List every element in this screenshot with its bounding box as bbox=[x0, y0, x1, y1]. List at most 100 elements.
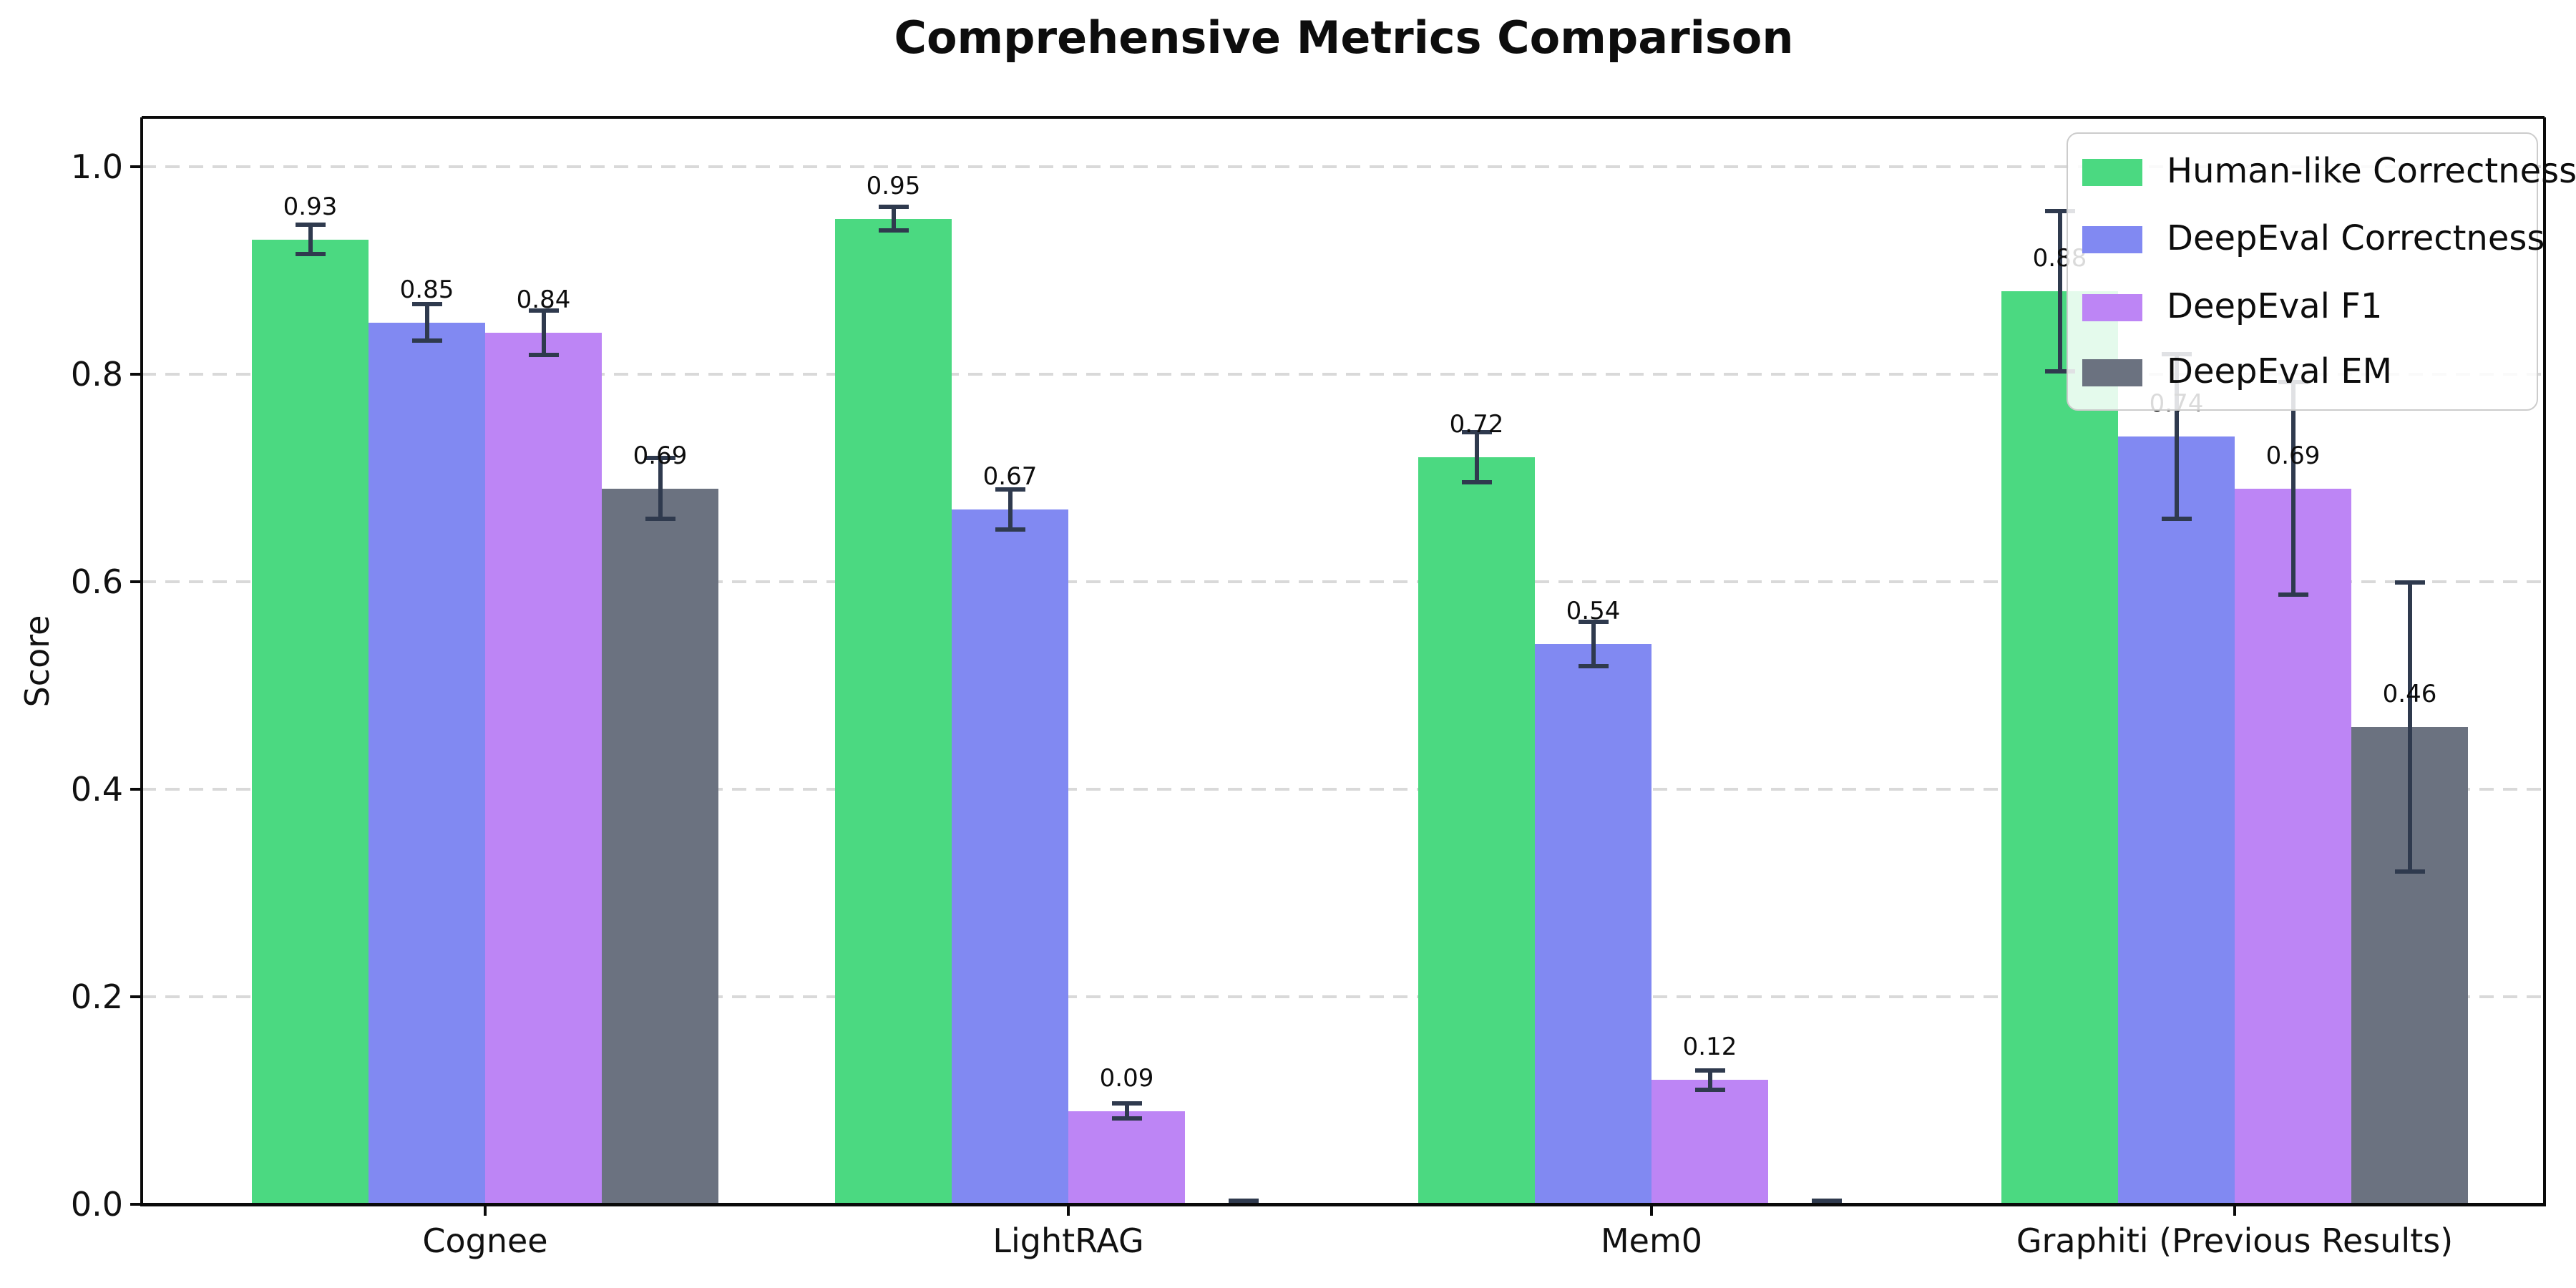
error-cap-bottom-lightrag-deepeval-correctness bbox=[995, 527, 1025, 532]
y-tick-mark-0.6 bbox=[130, 580, 142, 583]
error-cap-bottom-graphiti-previous-results-human-like-correctness bbox=[2044, 369, 2075, 374]
error-cap-top-mem0-deepeval-correctness bbox=[1578, 620, 1609, 625]
error-cap-bottom-mem0-human-like-correctness bbox=[1461, 480, 1492, 485]
bar-value-label-mem0-deepeval-f1: 0.12 bbox=[1682, 1033, 1737, 1061]
error-bar-lightrag-deepeval-f1 bbox=[1124, 1102, 1129, 1120]
error-cap-top-cognee-deepeval-em bbox=[645, 456, 675, 460]
bar-value-label-graphiti-previous-results-deepeval-em: 0.46 bbox=[2382, 680, 2437, 708]
bar-cognee-deepeval-correctness bbox=[369, 322, 485, 1204]
error-cap-bottom-cognee-human-like-correctness bbox=[295, 252, 326, 257]
error-cap-top-lightrag-deepeval-em bbox=[1228, 1199, 1259, 1204]
legend-label-human-like-correctness: Human-like Correctness bbox=[2167, 151, 2576, 191]
legend-box: Human-like Correctness DeepEval Correctne… bbox=[2067, 132, 2576, 411]
y-tick-mark-0.0 bbox=[130, 1203, 142, 1206]
error-cap-top-lightrag-human-like-correctness bbox=[878, 205, 909, 210]
bar-value-label-cognee-human-like-correctness: 0.93 bbox=[283, 192, 338, 221]
error-cap-bottom-cognee-deepeval-em bbox=[645, 517, 675, 521]
error-cap-top-cognee-human-like-correctness bbox=[295, 222, 326, 227]
error-cap-bottom-graphiti-previous-results-deepeval-f1 bbox=[2278, 592, 2308, 597]
x-tick-mark-cognee bbox=[484, 1204, 487, 1216]
error-cap-top-graphiti-previous-results-deepeval-em bbox=[2394, 580, 2425, 585]
bar-cognee-deepeval-em bbox=[602, 488, 718, 1204]
error-bar-graphiti-previous-results-human-like-correctness bbox=[2057, 210, 2062, 373]
x-tick-mark-lightrag bbox=[1067, 1204, 1070, 1216]
error-bar-lightrag-human-like-correctness bbox=[891, 206, 896, 231]
error-cap-top-lightrag-deepeval-correctness bbox=[995, 487, 1025, 492]
y-axis-title: Score bbox=[18, 615, 57, 708]
bar-graphiti-previous-results-deepeval-f1 bbox=[2235, 488, 2351, 1204]
legend-swatch-deepeval-f1 bbox=[2082, 294, 2142, 321]
legend-swatch-deepeval-correctness bbox=[2082, 226, 2142, 253]
top-spine bbox=[142, 116, 2545, 119]
legend-swatch-human-like-correctness bbox=[2082, 159, 2142, 186]
error-cap-top-lightrag-deepeval-f1 bbox=[1111, 1101, 1142, 1106]
error-cap-top-mem0-deepeval-f1 bbox=[1694, 1068, 1725, 1073]
bar-cognee-deepeval-f1 bbox=[485, 333, 602, 1204]
bar-value-label-graphiti-previous-results-deepeval-f1: 0.69 bbox=[2265, 441, 2321, 470]
legend-swatch-deepeval-em bbox=[2082, 359, 2142, 386]
error-bar-cognee-deepeval-em bbox=[658, 457, 663, 519]
legend-label-deepeval-em: DeepEval EM bbox=[2167, 351, 2392, 391]
error-bar-graphiti-previous-results-deepeval-em bbox=[2407, 582, 2412, 872]
bar-value-label-lightrag-deepeval-correctness: 0.67 bbox=[982, 462, 1038, 491]
error-bar-graphiti-previous-results-deepeval-f1 bbox=[2290, 381, 2296, 595]
bar-graphiti-previous-results-deepeval-correctness bbox=[2118, 436, 2235, 1204]
right-spine bbox=[2543, 117, 2546, 1206]
gridline-0.6 bbox=[142, 580, 2545, 583]
bar-mem0-deepeval-correctness bbox=[1535, 644, 1652, 1204]
y-tick-mark-0.2 bbox=[130, 995, 142, 998]
bar-mem0-deepeval-f1 bbox=[1652, 1080, 1768, 1204]
x-tick-label-lightrag: LightRAG bbox=[992, 1221, 1144, 1260]
bar-mem0-human-like-correctness bbox=[1418, 457, 1535, 1204]
error-bar-cognee-deepeval-f1 bbox=[541, 310, 546, 356]
gridline-0.8 bbox=[142, 373, 2545, 376]
error-cap-bottom-graphiti-previous-results-deepeval-em bbox=[2394, 869, 2425, 874]
y-tick-label-0.8: 0.8 bbox=[70, 355, 123, 394]
y-tick-label-0.6: 0.6 bbox=[70, 562, 123, 601]
bar-lightrag-human-like-correctness bbox=[835, 218, 952, 1204]
legend-label-deepeval-f1: DeepEval F1 bbox=[2167, 286, 2383, 326]
bar-value-label-cognee-deepeval-f1: 0.84 bbox=[516, 286, 571, 314]
error-cap-top-graphiti-previous-results-human-like-correctness bbox=[2044, 208, 2075, 213]
x-axis-line bbox=[142, 1203, 2545, 1206]
error-cap-bottom-mem0-deepeval-correctness bbox=[1578, 663, 1609, 668]
bar-lightrag-deepeval-correctness bbox=[952, 509, 1068, 1204]
x-tick-label-graphiti-previous-results: Graphiti (Previous Results) bbox=[2016, 1221, 2454, 1260]
error-bar-mem0-deepeval-correctness bbox=[1591, 621, 1596, 667]
y-tick-mark-0.8 bbox=[130, 373, 142, 376]
error-bar-mem0-deepeval-f1 bbox=[1707, 1069, 1712, 1091]
bar-value-label-cognee-deepeval-correctness: 0.85 bbox=[399, 275, 454, 304]
chart-title: Comprehensive Metrics Comparison bbox=[894, 11, 1794, 64]
bar-value-label-mem0-deepeval-correctness: 0.54 bbox=[1566, 597, 1621, 625]
x-tick-label-cognee: Cognee bbox=[422, 1221, 548, 1260]
y-tick-mark-0.4 bbox=[130, 788, 142, 791]
error-cap-bottom-cognee-deepeval-correctness bbox=[411, 338, 442, 343]
legend-label-deepeval-correctness: DeepEval Correctness bbox=[2167, 218, 2545, 258]
bar-value-label-lightrag-human-like-correctness: 0.95 bbox=[866, 171, 921, 200]
y-tick-label-0.0: 0.0 bbox=[70, 1185, 123, 1224]
error-cap-top-cognee-deepeval-correctness bbox=[411, 302, 442, 307]
error-bar-graphiti-previous-results-deepeval-correctness bbox=[2174, 353, 2179, 519]
y-tick-label-0.2: 0.2 bbox=[70, 977, 123, 1016]
error-bar-cognee-human-like-correctness bbox=[308, 223, 313, 255]
error-cap-bottom-lightrag-deepeval-f1 bbox=[1111, 1116, 1142, 1121]
gridline-0.2 bbox=[142, 995, 2545, 998]
error-cap-bottom-lightrag-human-like-correctness bbox=[878, 228, 909, 233]
bar-cognee-human-like-correctness bbox=[252, 239, 369, 1204]
x-tick-mark-mem0 bbox=[1650, 1204, 1653, 1216]
error-cap-bottom-cognee-deepeval-f1 bbox=[528, 352, 559, 357]
error-cap-top-cognee-deepeval-f1 bbox=[528, 308, 559, 313]
error-cap-top-mem0-deepeval-em bbox=[1811, 1199, 1842, 1204]
error-cap-bottom-mem0-deepeval-f1 bbox=[1694, 1087, 1725, 1092]
bar-value-label-lightrag-deepeval-f1: 0.09 bbox=[1099, 1063, 1154, 1093]
bar-value-label-cognee-deepeval-em: 0.69 bbox=[633, 441, 688, 470]
error-bar-mem0-human-like-correctness bbox=[1474, 431, 1479, 484]
gridline-1.0 bbox=[142, 165, 2545, 168]
error-bar-cognee-deepeval-correctness bbox=[424, 303, 429, 341]
bar-lightrag-deepeval-f1 bbox=[1068, 1111, 1185, 1204]
x-tick-mark-graphiti-previous-results bbox=[2233, 1204, 2236, 1216]
y-axis-line bbox=[140, 117, 143, 1206]
error-bar-lightrag-deepeval-correctness bbox=[1008, 488, 1013, 530]
x-tick-label-mem0: Mem0 bbox=[1600, 1221, 1703, 1260]
